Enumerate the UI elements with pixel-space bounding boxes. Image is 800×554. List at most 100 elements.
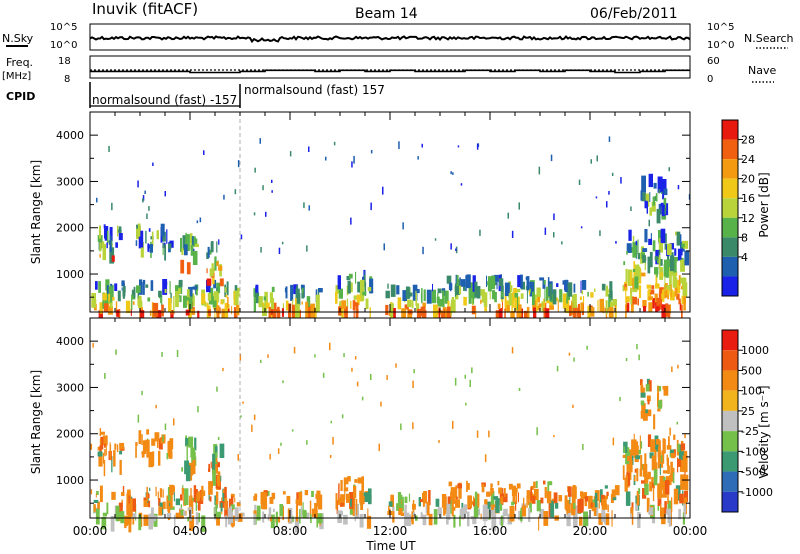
echo-cell xyxy=(426,501,430,516)
echo-cell xyxy=(648,471,651,480)
echo-cell xyxy=(189,515,195,531)
echo-cell xyxy=(669,274,672,292)
echo-cell xyxy=(178,279,183,287)
echo-cell xyxy=(410,516,412,522)
echo-cell xyxy=(493,282,498,286)
echo-cell xyxy=(216,261,219,266)
echo-cell xyxy=(666,445,672,450)
echo-cell xyxy=(190,447,195,458)
echo-cell xyxy=(362,291,367,296)
echo-cell xyxy=(659,287,664,294)
echo-cell xyxy=(254,504,257,515)
echo-cell xyxy=(140,241,144,258)
echo-cell xyxy=(450,243,452,250)
echo-cell xyxy=(598,513,603,525)
echo-cell xyxy=(601,498,607,510)
echo-cell xyxy=(111,202,113,211)
panel-power: 1000 2000 3000 4000 xyxy=(56,111,691,327)
echo-cell xyxy=(466,480,468,492)
echo-cell xyxy=(99,428,102,436)
echo-cell xyxy=(176,349,179,357)
echo-cell xyxy=(265,211,267,217)
echo-cell xyxy=(341,300,346,309)
echo-cell xyxy=(553,492,558,504)
echo-cell xyxy=(553,232,555,238)
echo-cell xyxy=(92,343,94,348)
echo-cell xyxy=(656,208,661,224)
echo-cell xyxy=(679,303,682,311)
echo-cell xyxy=(516,483,521,489)
echo-cell xyxy=(168,308,171,313)
echo-cell xyxy=(210,241,214,253)
echo-cell xyxy=(118,233,123,241)
echo-cell xyxy=(388,501,394,507)
echo-cell xyxy=(549,301,554,306)
echo-cell xyxy=(396,503,399,511)
echo-cell xyxy=(598,500,600,509)
colorbar-swatch xyxy=(722,491,738,512)
echo-cell xyxy=(315,294,320,312)
echo-cell xyxy=(259,138,261,144)
echo-cell xyxy=(536,427,538,436)
echo-cell xyxy=(306,296,310,307)
echo-cell xyxy=(114,443,117,450)
echo-cell xyxy=(664,275,666,291)
echo-cell xyxy=(137,180,139,188)
echo-cell xyxy=(520,293,524,299)
echo-cell xyxy=(115,242,118,248)
echo-cell xyxy=(173,296,175,312)
echo-cell xyxy=(587,291,589,297)
echo-cell xyxy=(402,222,404,230)
panel-background xyxy=(90,112,690,312)
colorbar-tick-label: 100 xyxy=(741,385,762,398)
echo-cell xyxy=(567,486,572,497)
echo-cell xyxy=(660,228,666,243)
echo-cell xyxy=(611,489,616,498)
x-tick-label: 12:00 xyxy=(373,524,408,538)
echo-cell xyxy=(565,499,571,512)
echo-cell xyxy=(550,500,555,518)
echo-cell xyxy=(311,490,314,497)
echo-cell xyxy=(557,299,559,312)
echo-cell xyxy=(152,162,154,166)
echo-cell xyxy=(672,271,677,288)
echo-cell xyxy=(158,450,161,466)
echo-cell xyxy=(643,413,647,418)
echo-cell xyxy=(220,502,223,512)
echo-cell xyxy=(98,310,103,319)
echo-cell xyxy=(562,280,566,285)
echo-cell xyxy=(466,274,471,289)
echo-cell xyxy=(107,293,111,302)
echo-cell xyxy=(156,435,159,448)
echo-cell xyxy=(98,451,103,467)
echo-cell xyxy=(434,238,437,241)
echo-cell xyxy=(682,241,687,245)
echo-cell xyxy=(269,453,271,460)
echo-cell xyxy=(641,192,646,202)
echo-cell xyxy=(594,288,596,292)
colorbar-tick-label: -500 xyxy=(741,466,766,479)
echo-cell xyxy=(659,259,663,266)
echo-cell xyxy=(605,290,609,297)
echo-cell xyxy=(106,285,109,300)
echo-cell xyxy=(484,515,486,528)
echo-cell xyxy=(392,506,395,512)
echo-cell xyxy=(555,503,559,509)
echo-cell xyxy=(164,191,166,197)
echo-cell xyxy=(181,248,184,255)
echo-cell xyxy=(208,489,210,501)
echo-cell xyxy=(497,303,501,310)
echo-cell xyxy=(649,251,653,268)
echo-cell xyxy=(459,285,462,295)
echo-cell xyxy=(663,263,668,277)
echo-cell xyxy=(515,488,518,504)
echo-cell xyxy=(162,435,164,442)
echo-cell xyxy=(216,386,218,392)
echo-cell xyxy=(428,513,433,526)
echo-cell xyxy=(546,290,548,301)
echo-cell xyxy=(109,442,111,457)
echo-cell xyxy=(652,482,655,489)
echo-cell xyxy=(622,454,626,458)
echo-cell xyxy=(240,234,243,240)
echo-cell xyxy=(400,512,405,516)
